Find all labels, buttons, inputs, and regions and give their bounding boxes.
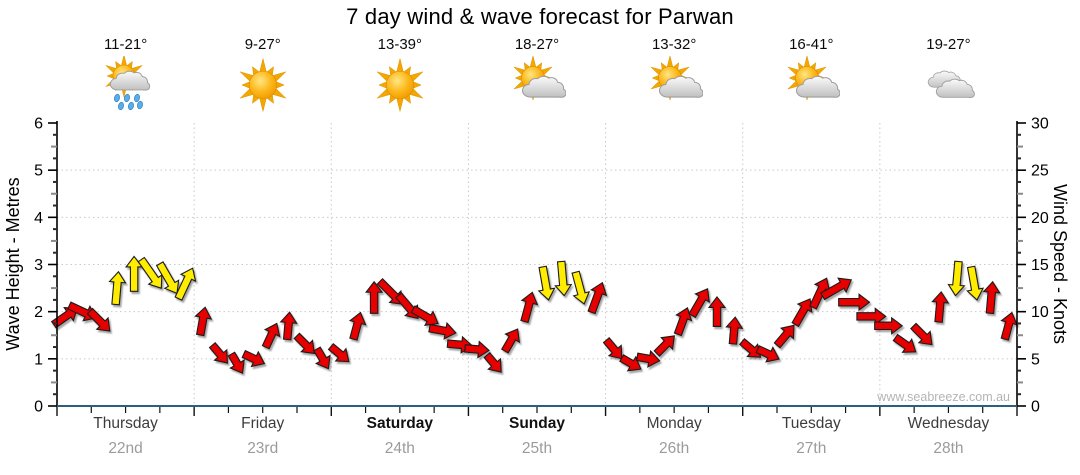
wind-arrow [500,328,521,354]
left-axis-tick-label: 4 [34,210,43,227]
page-title: 7 day wind & wave forecast for Parwan [346,4,734,29]
wind-arrow [587,281,608,315]
wind-arrow [537,265,556,301]
wind-arrow [174,267,197,301]
right-axis-tick-label: 20 [1031,210,1049,227]
day-label-thursday: Thursday [93,415,158,432]
left-axis-tick-label: 5 [34,163,43,180]
weather-icon-cloudy [919,56,977,119]
wind-arrow [428,321,457,340]
temperature-range: 13-39° [377,36,423,53]
wind-arrow [554,260,573,297]
watermark: www.seabreeze.com.au [876,390,1010,404]
wind-arrow [820,277,853,301]
left-axis-tick-label: 6 [34,116,43,133]
wind-arrow [874,316,904,335]
wind-arrow [791,298,813,328]
wind-arrow [966,265,985,301]
day-date: 24th [384,440,415,457]
right-axis-tick-label: 30 [1031,116,1049,133]
temperature-range: 19-27° [926,36,971,53]
wind-arrow [688,288,710,319]
day-label-wednesday: Wednesday [907,415,990,432]
left-axis-tick-label: 3 [34,257,43,274]
wind-arrow [241,349,266,368]
wind-arrow [313,346,331,370]
day-label-tuesday: Tuesday [781,415,841,432]
day-label-saturday: Saturday [366,415,434,432]
wind-arrow [194,306,213,337]
wind-arrow [892,333,917,353]
wind-arrow [602,337,623,360]
wind-arrow [327,342,350,363]
day-date: 22nd [108,440,143,457]
wind-arrow [725,316,744,345]
day-label-monday: Monday [646,415,702,432]
weather-icon-showers [97,54,155,119]
wind-arrow [261,322,281,350]
wind-arrow [50,307,79,329]
wind-arrow [410,305,439,326]
wind-arrow [755,345,780,363]
day-date: 27th [796,440,827,457]
wind-arrow [635,349,661,368]
weather-icon-partly-cloudy [782,55,841,119]
temperature-range: 9-27° [244,36,281,53]
right-axis-tick-label: 15 [1031,257,1049,274]
wind-arrow [982,280,1001,315]
left-axis-tick-label: 2 [34,304,43,321]
weather-icon-sunny [234,56,292,119]
wind-arrow [653,335,676,357]
wind-arrow [227,351,245,374]
temperature-range: 16-41° [789,36,834,53]
day-label-sunday: Sunday [509,415,565,432]
day-label-friday: Friday [241,415,285,432]
wind-arrow [86,307,111,332]
right-axis-tick-label: 25 [1031,163,1049,180]
temperature-range: 11-21° [103,36,148,53]
left-axis-tick-label: 0 [34,399,43,416]
wind-arrow [947,260,966,297]
wind-arrow [738,338,762,358]
weather-icon-partly-cloudy [508,55,567,119]
wind-arrow [931,290,950,323]
wind-arrow [707,296,727,328]
day-date: 23rd [247,440,279,457]
right-axis-tick-label: 0 [1031,399,1040,416]
wind-arrow [520,291,539,324]
wind-arrow [348,311,367,341]
day-date: 28th [933,440,964,457]
temperature-range: 13-32° [651,36,697,53]
day-date: 25th [521,440,553,457]
temperature-range: 18-27° [514,36,560,53]
right-axis-tick-label: 10 [1031,304,1049,321]
wind-arrow [279,311,298,341]
wind-arrow [910,322,933,346]
day-date: 26th [659,440,690,457]
wind-arrow [464,340,490,359]
wind-arrow [673,307,693,337]
left-axis-tick-label: 1 [34,351,43,368]
wind-arrow [838,293,871,312]
wind-arrow [619,354,642,372]
wind-arrow [483,351,502,373]
wind-arrow [293,332,316,355]
weather-icon-sunny [371,56,429,119]
wind-arrow [155,261,180,295]
wind-arrow [137,256,163,289]
wind-arrow [208,341,229,364]
wind-arrow [571,270,591,305]
wind-arrow [773,324,795,349]
wind-arrow [364,280,384,314]
weather-icon-partly-cloudy [645,55,704,119]
wind-arrow [108,270,127,306]
right-axis-tick-label: 5 [1031,351,1040,368]
